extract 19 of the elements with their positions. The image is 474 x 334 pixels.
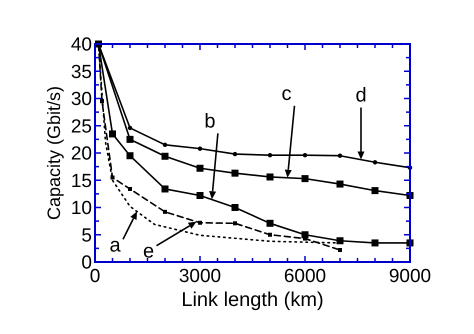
- y-tick-label: 25: [70, 116, 92, 138]
- annotation: d: [355, 84, 367, 107]
- y-tick-label: 5: [81, 225, 92, 246]
- annotation: c: [282, 82, 292, 105]
- annotation: e: [142, 240, 154, 263]
- x-axis-title: Link length (km): [181, 289, 324, 311]
- y-tick-label: 35: [70, 62, 92, 83]
- x-tick-label: 9000: [388, 266, 432, 287]
- y-tick-label: 10: [70, 198, 92, 220]
- y-axis-title: Capacity (Gbit/s): [44, 86, 64, 220]
- annotation: b: [204, 110, 216, 132]
- x-tick-label: 3000: [178, 266, 222, 287]
- y-tick-label: 20: [70, 144, 92, 165]
- y-tick-label: 40: [70, 34, 92, 56]
- annotation: a: [109, 234, 122, 256]
- y-tick-label: 15: [70, 170, 92, 192]
- x-tick-label: 6000: [284, 266, 326, 287]
- y-tick-label: 30: [70, 89, 92, 110]
- y-tick-label: 0: [81, 252, 92, 274]
